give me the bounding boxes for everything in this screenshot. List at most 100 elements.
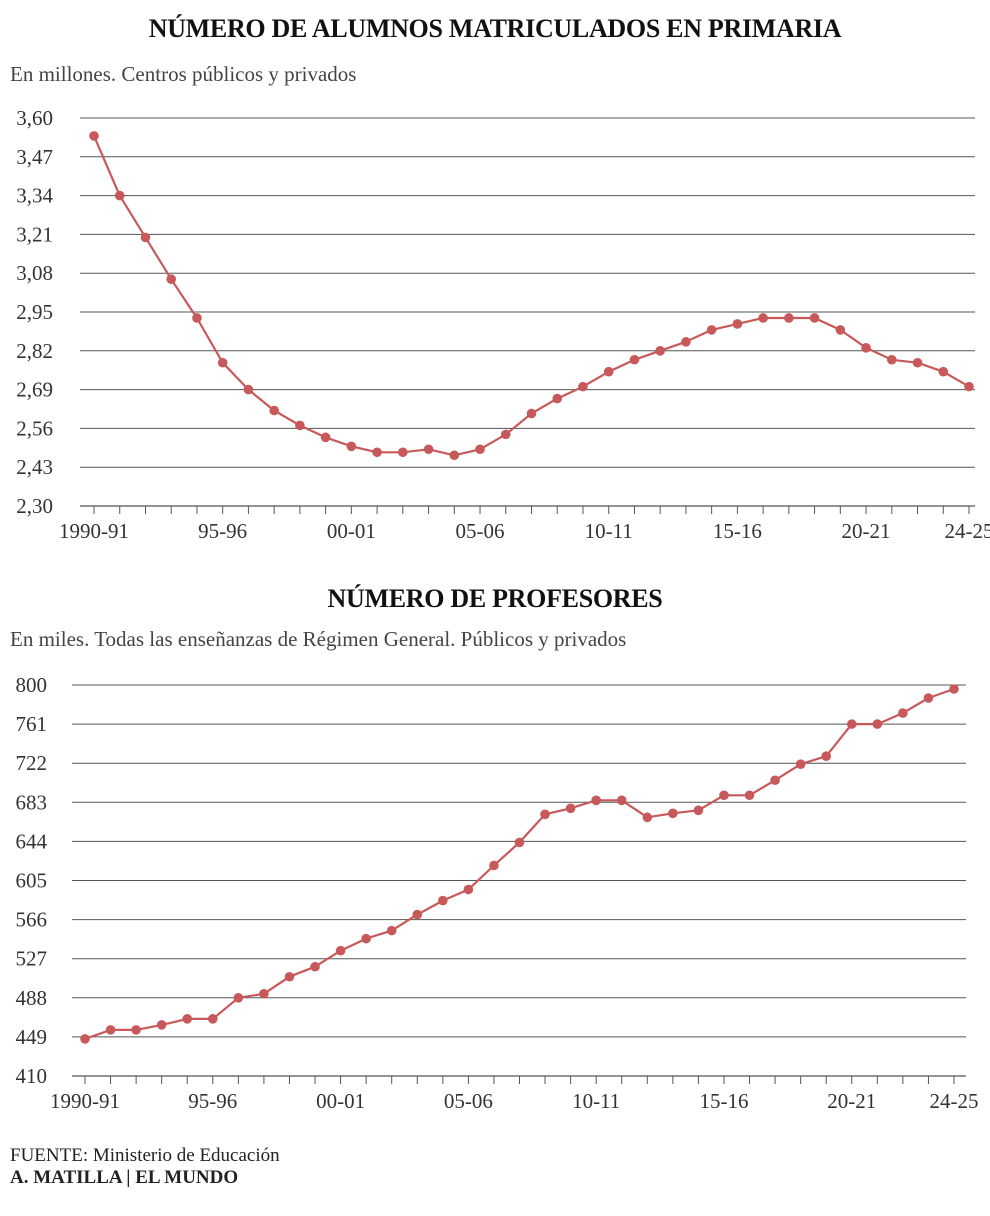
chart-1-subtitle: En millones. Centros públicos y privados	[10, 62, 357, 86]
chart-1-x-tick-label: 20-21	[842, 519, 891, 543]
chart-2-y-tick-label: 800	[16, 673, 48, 697]
chart-2-data-point	[668, 808, 678, 819]
chart-1-data-point	[320, 432, 331, 443]
chart-1-data-point	[166, 274, 177, 284]
chart-2-y-tick-label: 449	[16, 1025, 48, 1049]
chart-1-y-tick-label: 3,34	[16, 184, 53, 208]
chart-1-data-point	[192, 313, 202, 323]
chart-2-data-point	[616, 795, 627, 806]
chart-1-y-tick-label: 3,47	[16, 145, 53, 169]
chart-2-data-point	[744, 790, 755, 801]
chart-2-x-tick-label: 10-11	[572, 1089, 620, 1113]
chart-1-data-point	[500, 429, 511, 440]
chart-1-data-point	[629, 354, 640, 365]
chart-2-data-point	[693, 805, 704, 816]
chart-2-y-tick-label: 488	[16, 986, 48, 1010]
chart-2-data-point	[770, 775, 780, 786]
chart-2-x-tick-label: 05-06	[444, 1089, 493, 1113]
chart-2-data-point	[386, 925, 397, 936]
chart-2-data-point	[105, 1025, 116, 1035]
chart-1-y-tick-label: 3,21	[16, 222, 53, 246]
chart-1-data-point	[552, 393, 563, 404]
chart-2-data-point	[438, 895, 448, 906]
chart-2-data-point	[361, 933, 371, 944]
chart-1-data-point	[861, 343, 871, 353]
chart-1-plot: 3,60 3,47 3,34 3,21 3,08 2,95 2,82 2,69 2,56 2,43…	[16, 106, 990, 543]
chart-2-y-tick-label: 722	[16, 751, 48, 775]
chart-1-data-point	[706, 325, 717, 335]
chart-1-data-point	[784, 313, 794, 323]
chart-1-data-point	[732, 319, 743, 329]
source-label: FUENTE:	[10, 1145, 89, 1166]
chart-1-data-point	[114, 190, 125, 201]
chart-1-data-point	[423, 444, 434, 455]
chart-2-x-tick-label: 1990-91	[50, 1089, 120, 1113]
chart-2-x-tick-label: 20-21	[827, 1089, 876, 1113]
source-note: FUENTE: Ministerio de Educación	[10, 1145, 280, 1167]
chart-2-data-point	[335, 945, 346, 956]
chart-2-data-point	[719, 790, 729, 801]
chart-2-data-point	[872, 719, 883, 729]
chart-1-data-point	[140, 232, 151, 243]
chart-2-plot: 800 761 722 683 644 605 566 527 488 449 4101990-91…	[16, 673, 979, 1113]
chart-2-data-point	[949, 684, 959, 694]
chart-1-y-tick-label: 2,82	[16, 339, 53, 363]
chart-1-y-tick-label: 2,43	[16, 455, 53, 479]
chart-2-title: NÚMERO DE PROFESORES	[327, 584, 663, 613]
chart-1-data-point	[398, 447, 408, 458]
chart-2-data-point	[923, 693, 934, 703]
chart-1-data-point	[964, 381, 974, 392]
chart-2-x-tick-label: 95-96	[188, 1089, 237, 1113]
chart-1-data-point	[681, 337, 691, 347]
chart-1-y-tick-label: 3,08	[16, 261, 53, 285]
chart-2-y-tick-label: 527	[16, 947, 48, 971]
chart-2-data-point	[233, 993, 244, 1003]
chart-1-data-point	[475, 444, 485, 455]
chart-2-data-point	[821, 751, 832, 761]
chart-2-data-point	[795, 759, 806, 770]
chart-2-data-point	[131, 1025, 141, 1035]
chart-2-subtitle: En miles. Todas las enseñanzas de Régime…	[10, 627, 627, 651]
chart-1-data-point	[449, 450, 460, 461]
chart-2-data-point	[565, 803, 576, 814]
chart-1-data-point	[655, 346, 665, 356]
chart-2-data-point	[207, 1014, 218, 1024]
chart-1-x-tick-label: 24-25	[945, 519, 990, 543]
chart-2-data-point	[642, 812, 653, 823]
chart-1-data-point	[526, 408, 537, 419]
source-text: Ministerio de Educación	[92, 1145, 280, 1166]
chart-1-x-tick-label: 95-96	[198, 519, 247, 543]
chart-2-data-point	[591, 795, 601, 806]
chart-1-data-point	[243, 384, 254, 395]
chart-1-x-tick-label: 15-16	[713, 519, 762, 543]
chart-2-data-point	[156, 1020, 167, 1030]
chart-1-data-point	[578, 381, 588, 392]
chart-1-y-tick-label: 3,60	[16, 106, 53, 130]
chart-2-y-tick-label: 566	[16, 908, 48, 932]
chart-2-series-line	[84, 687, 955, 1040]
chart-2-y-tick-label: 605	[16, 869, 48, 893]
chart-1-data-point	[886, 354, 897, 365]
chart-1-data-point	[809, 313, 820, 323]
chart-2-x-tick-label: 00-01	[316, 1089, 365, 1113]
chart-1-x-tick-label: 10-11	[585, 519, 633, 543]
chart-2-data-point	[259, 988, 269, 999]
chart-2-y-tick-label: 761	[16, 712, 48, 736]
chart-1-y-tick-label: 2,30	[16, 494, 53, 518]
chart-1-y-tick-label: 2,56	[16, 416, 53, 440]
chart-1-title: NÚMERO DE ALUMNOS MATRICULADOS EN PRIMAR…	[148, 14, 842, 43]
chart-2-data-point	[412, 909, 423, 920]
chart-2-data-point	[284, 971, 295, 982]
chart-1-data-point	[372, 447, 382, 458]
chart-1-data-point	[217, 357, 228, 368]
chart-1-data-point	[835, 325, 846, 335]
chart-1-data-point	[89, 131, 99, 141]
chart-1-data-point	[295, 420, 305, 431]
chart-1-data-point	[269, 405, 279, 416]
chart-1-x-tick-label: 1990-91	[59, 519, 129, 543]
chart-1-data-point	[912, 357, 923, 368]
chart-2-y-tick-label: 644	[16, 829, 48, 853]
chart-1-x-tick-label: 00-01	[327, 519, 376, 543]
chart-2-data-point	[80, 1034, 90, 1044]
chart-2-data-point	[489, 860, 499, 871]
